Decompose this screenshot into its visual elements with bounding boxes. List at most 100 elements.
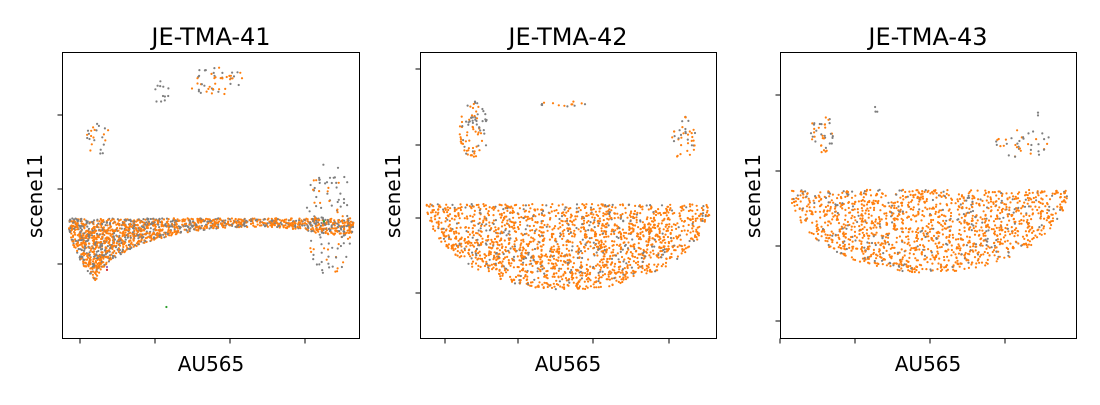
data-point	[133, 220, 135, 222]
data-point	[666, 206, 668, 208]
data-point	[155, 100, 157, 102]
data-point	[320, 222, 322, 224]
data-point	[304, 224, 306, 226]
data-point	[683, 221, 685, 223]
data-point	[98, 220, 100, 222]
data-point	[233, 75, 235, 77]
data-point	[543, 237, 545, 239]
data-point	[684, 229, 686, 231]
data-point	[543, 273, 545, 275]
data-point	[511, 246, 513, 248]
data-point	[1024, 206, 1026, 208]
data-point	[485, 223, 487, 225]
data-point	[806, 205, 808, 207]
data-point	[854, 239, 856, 241]
data-point	[620, 232, 622, 234]
data-point	[91, 234, 93, 236]
data-point	[694, 132, 696, 134]
data-point	[85, 220, 87, 222]
data-point	[177, 218, 179, 220]
data-point	[454, 253, 456, 255]
data-point	[346, 181, 348, 183]
data-point	[918, 271, 920, 273]
data-point	[106, 224, 108, 226]
data-point	[121, 250, 123, 252]
data-point	[681, 252, 683, 254]
data-point	[628, 233, 630, 235]
data-point	[1009, 233, 1011, 235]
data-point	[599, 265, 601, 267]
data-point	[875, 257, 877, 259]
data-point	[88, 234, 90, 236]
data-point	[430, 211, 432, 213]
data-point	[610, 264, 612, 266]
data-point	[647, 228, 649, 230]
data-point	[474, 116, 476, 118]
data-point	[563, 284, 565, 286]
data-point	[99, 152, 101, 154]
data-point	[897, 201, 899, 203]
data-point	[635, 216, 637, 218]
data-point	[470, 154, 472, 156]
data-point	[917, 203, 919, 205]
data-point	[981, 262, 983, 264]
data-point	[858, 200, 860, 202]
data-point	[618, 258, 620, 260]
data-point	[150, 227, 152, 229]
data-point	[539, 235, 541, 237]
data-point	[599, 207, 601, 209]
data-point	[80, 218, 82, 220]
data-point	[581, 274, 583, 276]
data-point	[484, 253, 486, 255]
data-point	[562, 274, 564, 276]
data-point	[555, 288, 557, 290]
data-point	[95, 273, 97, 275]
data-point	[526, 276, 528, 278]
data-point	[577, 249, 579, 251]
data-point	[918, 208, 920, 210]
data-point	[549, 218, 551, 220]
data-point	[913, 206, 915, 208]
data-point	[1066, 195, 1068, 197]
data-point	[522, 239, 524, 241]
data-point	[648, 263, 650, 265]
data-point	[894, 252, 896, 254]
data-point	[943, 256, 945, 258]
data-point	[483, 133, 485, 135]
data-point	[598, 248, 600, 250]
data-point	[213, 227, 215, 229]
data-point	[467, 231, 469, 233]
data-point	[100, 226, 102, 228]
data-point	[514, 204, 516, 206]
data-point	[604, 249, 606, 251]
data-point	[914, 271, 916, 273]
data-point	[623, 258, 625, 260]
data-point	[993, 249, 995, 251]
data-point	[566, 255, 568, 257]
data-point	[579, 271, 581, 273]
data-point	[315, 179, 317, 181]
data-point	[107, 219, 109, 221]
data-point	[926, 261, 928, 263]
data-point	[117, 230, 119, 232]
data-point	[221, 220, 223, 222]
data-point	[682, 132, 684, 134]
data-point	[597, 204, 599, 206]
data-point	[661, 222, 663, 224]
data-point	[275, 217, 277, 219]
data-point	[945, 220, 947, 222]
data-point	[531, 229, 533, 231]
data-point	[973, 227, 975, 229]
data-point	[645, 240, 647, 242]
data-point	[681, 126, 683, 128]
data-point	[902, 198, 904, 200]
data-point	[581, 272, 583, 274]
data-point	[551, 246, 553, 248]
data-point	[514, 230, 516, 232]
axes-frame	[421, 53, 717, 339]
data-point	[74, 226, 76, 228]
data-point	[231, 223, 233, 225]
data-point	[974, 230, 976, 232]
data-point	[625, 252, 627, 254]
data-point	[481, 260, 483, 262]
